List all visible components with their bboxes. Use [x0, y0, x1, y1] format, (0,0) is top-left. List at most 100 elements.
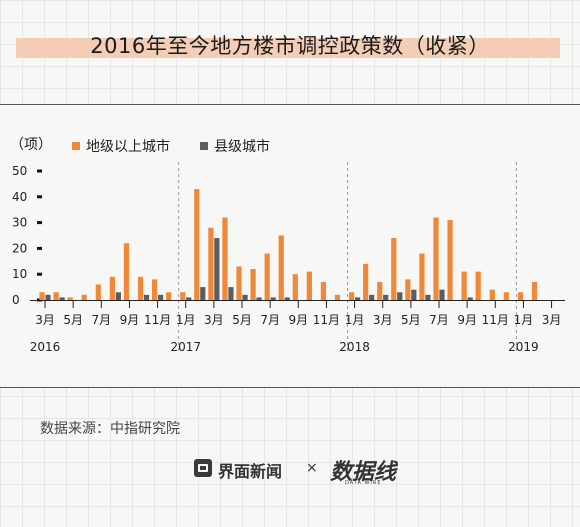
- bar-prefecture: [461, 271, 467, 300]
- year-label: 2019: [508, 340, 539, 354]
- x-tick-label: 11月: [144, 313, 171, 327]
- year-label: 2018: [339, 340, 370, 354]
- bar-county: [354, 297, 361, 300]
- y-tick-label: 30: [12, 216, 27, 230]
- bar-county: [214, 238, 220, 300]
- bar-prefecture: [137, 276, 144, 300]
- bar-prefecture: [433, 217, 439, 300]
- y-tick-mark: [37, 195, 42, 199]
- bar-prefecture: [306, 271, 312, 300]
- x-tick-label: 3月: [373, 313, 393, 327]
- y-tick-label: 40: [12, 190, 27, 204]
- chart-panel: [0, 104, 580, 388]
- year-label: 2016: [30, 340, 61, 354]
- bar-county: [200, 287, 206, 300]
- brand-separator: ×: [306, 460, 318, 476]
- data-source-note: 数据来源：中指研究院: [40, 421, 180, 437]
- bar-prefecture: [39, 292, 45, 300]
- bar-county: [397, 292, 403, 300]
- year-label: 2017: [170, 340, 201, 354]
- partner-logo: 数据线: [330, 459, 397, 485]
- bar-prefecture: [391, 238, 397, 300]
- bar-county: [186, 297, 192, 300]
- bar-prefecture: [278, 235, 284, 300]
- y-tick-mark: [37, 272, 42, 276]
- bar-prefecture: [419, 253, 425, 300]
- legend-item-county: 县级城市: [200, 136, 270, 156]
- bar-prefecture: [405, 279, 411, 300]
- bar-prefecture: [475, 271, 481, 300]
- title-highlight-band: [16, 38, 560, 58]
- bar-county: [284, 297, 290, 300]
- legend-swatch-gray: [200, 142, 208, 150]
- bar-county: [242, 294, 248, 300]
- bar-prefecture: [348, 292, 355, 300]
- legend-label: 县级城市: [214, 139, 270, 155]
- bar-county: [270, 297, 276, 300]
- x-tick-label: 7月: [260, 313, 280, 327]
- bar-county: [383, 294, 389, 300]
- x-tick-label: 11月: [482, 313, 509, 327]
- bar-prefecture: [67, 297, 73, 300]
- y-tick-mark: [37, 221, 42, 225]
- bar-county: [59, 297, 65, 300]
- bar-prefecture: [377, 281, 383, 300]
- jiemian-logo-icon: [194, 459, 212, 477]
- x-tick-label: 3月: [542, 313, 562, 327]
- bar-prefecture: [489, 289, 495, 300]
- bar-prefecture: [292, 274, 298, 300]
- bar-county: [411, 289, 417, 300]
- x-tick-label: 1月: [176, 313, 196, 327]
- bar-prefecture: [109, 276, 115, 300]
- bar-prefecture: [123, 243, 130, 300]
- bar-prefecture: [166, 292, 172, 300]
- x-tick-label: 3月: [35, 313, 55, 327]
- bar-prefecture: [236, 266, 242, 300]
- brand-footer: 界面新闻 × 数据线 DATA WIRE: [0, 456, 580, 486]
- brand-name: 界面新闻: [218, 462, 283, 481]
- x-tick-label: 1月: [345, 313, 365, 327]
- x-tick-label: 3月: [204, 313, 224, 327]
- y-tick-label: 20: [12, 241, 27, 255]
- y-tick-label: 10: [12, 267, 27, 281]
- bar-county: [143, 294, 150, 300]
- bar-county: [228, 287, 234, 300]
- legend-swatch-orange: [72, 142, 80, 150]
- x-tick-label: 5月: [63, 313, 83, 327]
- bar-county: [439, 289, 445, 300]
- bar-prefecture: [180, 292, 186, 300]
- bar-prefecture: [320, 281, 327, 300]
- bar-prefecture: [95, 284, 101, 300]
- bar-prefecture: [264, 253, 270, 300]
- x-tick-label: 5月: [401, 313, 421, 327]
- bar-prefecture: [222, 217, 228, 300]
- bar-prefecture: [250, 269, 256, 300]
- x-tick-label: 7月: [91, 313, 111, 327]
- y-tick-label: 50: [12, 164, 27, 178]
- bar-county: [425, 294, 431, 300]
- x-tick-label: 11月: [313, 313, 340, 327]
- bar-prefecture: [531, 281, 538, 300]
- bar-prefecture: [503, 292, 509, 300]
- bar-prefecture: [81, 294, 87, 300]
- y-tick-mark: [37, 169, 42, 173]
- bar-prefecture: [208, 227, 214, 300]
- chart-title: 2016年至今地方楼市调控政策数（收紧）: [90, 34, 490, 58]
- x-tick-label: 5月: [232, 313, 252, 327]
- x-tick-label: 7月: [429, 313, 449, 327]
- bar-county: [115, 292, 121, 300]
- legend-label: 地级以上城市: [86, 139, 170, 155]
- bar-county: [157, 294, 164, 300]
- bar-prefecture: [517, 292, 524, 300]
- y-axis-unit-label: （项）: [10, 137, 52, 153]
- y-tick-mark: [37, 246, 42, 250]
- bar-county: [45, 294, 51, 300]
- legend-item-prefecture: 地级以上城市: [72, 136, 170, 156]
- bar-county: [369, 294, 375, 300]
- bar-prefecture: [363, 263, 369, 300]
- bar-prefecture: [151, 279, 158, 300]
- x-tick-label: 9月: [120, 313, 140, 327]
- x-tick-label: 9月: [288, 313, 308, 327]
- bar-prefecture: [53, 292, 59, 300]
